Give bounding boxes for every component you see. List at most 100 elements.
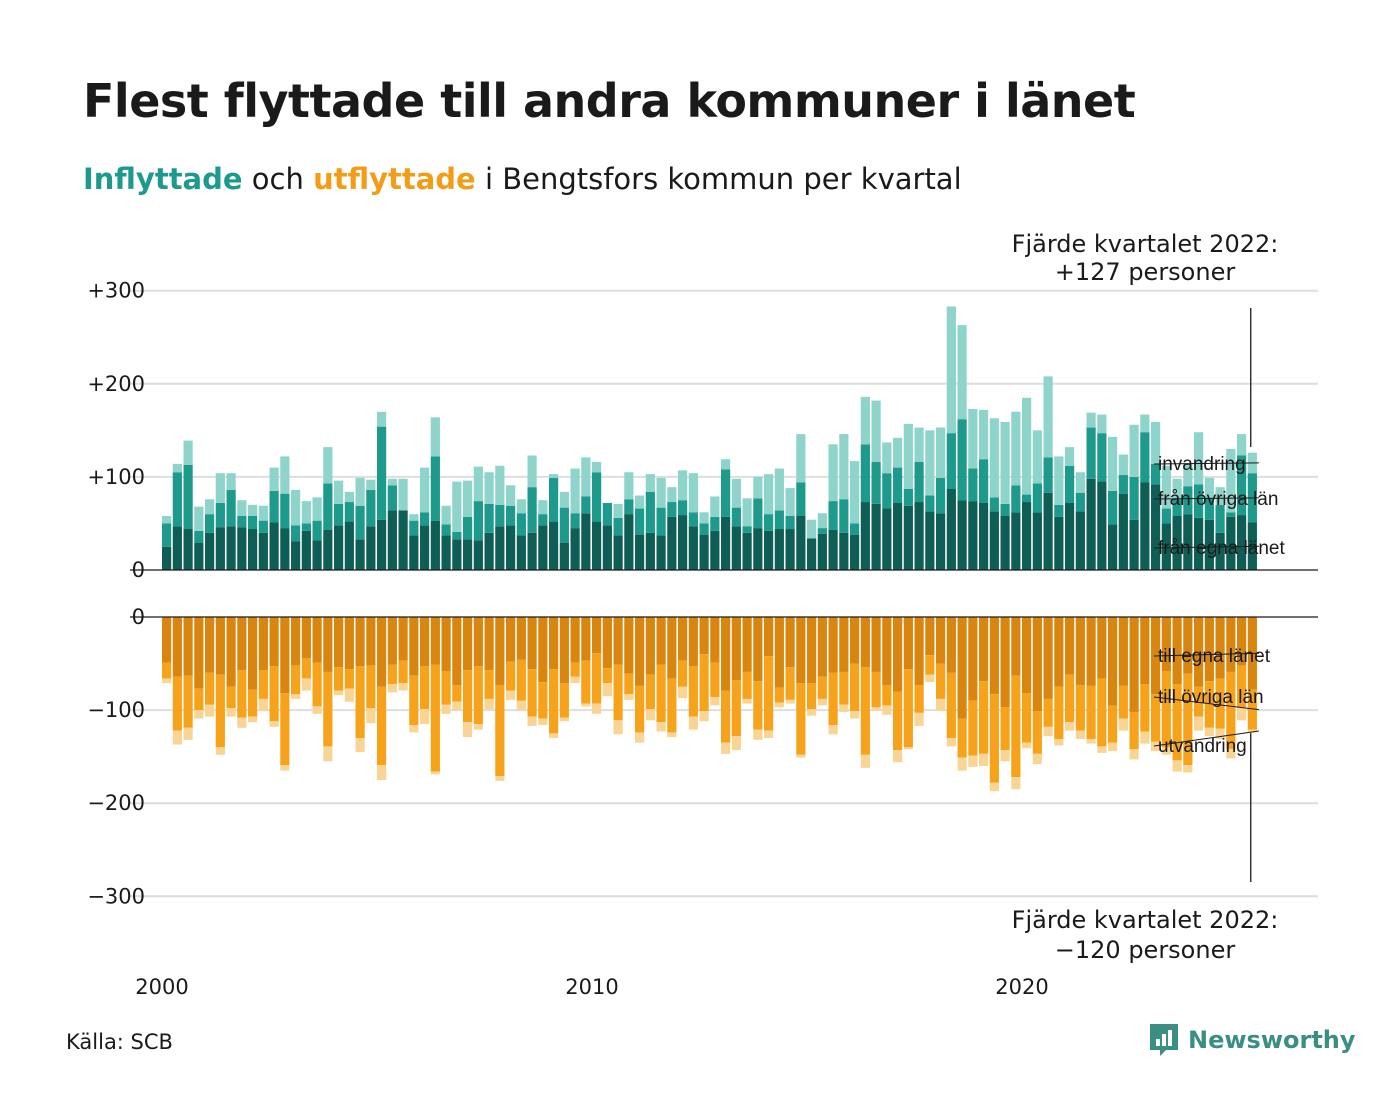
- in-bar: [860, 396, 870, 445]
- in-bar: [183, 440, 193, 465]
- in-bar: [764, 530, 774, 570]
- out-bar: [635, 732, 645, 743]
- in-bar: [1054, 456, 1064, 505]
- in-bar: [1043, 376, 1053, 458]
- out-bar: [624, 694, 634, 700]
- in-bar: [678, 470, 688, 501]
- in-bar: [1086, 412, 1096, 428]
- out-bar: [334, 617, 344, 668]
- in-bar: [957, 419, 967, 501]
- in-bar: [366, 526, 376, 570]
- out-bar: [914, 712, 924, 726]
- out-bar: [516, 617, 526, 660]
- out-bar: [355, 617, 365, 667]
- in-bar: [527, 487, 537, 533]
- in-bar: [1118, 475, 1128, 494]
- out-bar: [893, 750, 903, 763]
- out-bar: [1097, 678, 1107, 747]
- in-bar: [420, 525, 430, 570]
- chart-title: Flest flyttade till andra kommuner i län…: [83, 74, 1136, 128]
- in-bar: [871, 503, 881, 570]
- in-bar: [570, 528, 580, 570]
- in-bar: [774, 510, 784, 530]
- in-bar: [387, 510, 397, 570]
- out-bar: [559, 683, 569, 718]
- out-bar: [527, 716, 537, 726]
- out-bar: [796, 683, 806, 755]
- out-bar: [183, 617, 193, 676]
- out-bar: [1172, 760, 1182, 772]
- in-bar: [645, 532, 655, 570]
- out-bar: [516, 659, 526, 701]
- out-bar: [1194, 716, 1204, 731]
- out-bar: [957, 718, 967, 758]
- out-bar: [936, 663, 946, 699]
- out-bar: [957, 617, 967, 719]
- in-bar: [312, 497, 322, 521]
- out-bar: [527, 669, 537, 717]
- in-bar: [301, 501, 311, 524]
- out-bar: [355, 738, 365, 752]
- in-bar: [323, 529, 333, 570]
- in-bar: [936, 477, 946, 514]
- out-bar: [1194, 617, 1204, 687]
- in-bar: [1075, 492, 1085, 512]
- in-bar: [764, 514, 774, 531]
- in-bar: [463, 516, 473, 540]
- out-bar: [559, 617, 569, 684]
- in-bar: [710, 516, 720, 531]
- out-bar: [624, 673, 634, 695]
- out-bar: [602, 617, 612, 669]
- out-bar: [194, 710, 204, 719]
- out-bar: [893, 691, 903, 751]
- out-bar: [570, 617, 580, 663]
- out-bar: [796, 617, 806, 684]
- in-bar: [1151, 421, 1161, 464]
- in-bar: [1097, 433, 1107, 482]
- newsworthy-logo[interactable]: Newsworthy: [1148, 1022, 1356, 1058]
- out-bar: [1086, 738, 1096, 744]
- in-bar: [1151, 463, 1161, 485]
- in-bar: [205, 532, 215, 570]
- in-bar: [463, 480, 473, 517]
- label-leader: [1153, 462, 1259, 465]
- in-bar: [355, 505, 365, 540]
- in-bar: [1032, 430, 1042, 484]
- out-bar: [1086, 685, 1096, 739]
- out-bar: [441, 704, 451, 714]
- in-bar: [1075, 472, 1085, 493]
- out-bar: [635, 685, 645, 733]
- out-bar: [1215, 728, 1225, 739]
- out-bar: [656, 617, 666, 665]
- in-bar: [1054, 504, 1064, 517]
- in-bar: [344, 491, 354, 503]
- out-bar: [699, 617, 709, 655]
- in-bar: [194, 530, 204, 544]
- out-bar: [162, 617, 172, 663]
- out-bar: [742, 698, 752, 704]
- in-bar: [613, 517, 623, 536]
- out-bar: [678, 686, 688, 698]
- in-bar: [409, 520, 419, 536]
- in-bar: [850, 461, 860, 524]
- in-bar: [1172, 478, 1182, 500]
- in-bar: [549, 474, 559, 478]
- out-bar: [678, 660, 688, 687]
- in-bar: [1204, 477, 1214, 499]
- in-bar: [839, 499, 849, 533]
- in-bar: [710, 496, 720, 517]
- out-bar: [172, 617, 182, 677]
- in-bar: [979, 459, 989, 503]
- in-bar: [409, 535, 419, 570]
- out-bar: [452, 617, 462, 685]
- out-bar: [516, 700, 526, 711]
- out-bar: [957, 757, 967, 771]
- out-bar: [807, 617, 817, 684]
- out-bar: [893, 617, 903, 692]
- out-bar: [1237, 665, 1247, 708]
- in-bar: [172, 526, 182, 570]
- out-bar: [1022, 617, 1032, 694]
- out-bar: [205, 617, 215, 673]
- in-bar: [968, 468, 978, 502]
- out-bar: [430, 664, 440, 772]
